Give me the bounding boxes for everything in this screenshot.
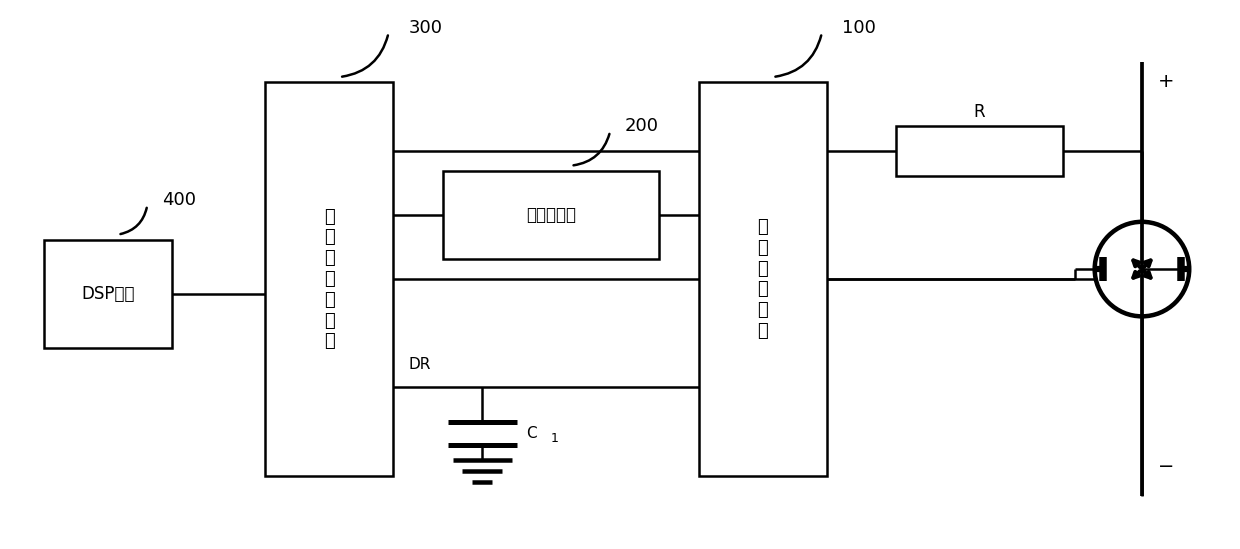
Text: C: C bbox=[527, 426, 537, 441]
Text: 压
差
检
测
单
元: 压 差 检 测 单 元 bbox=[758, 218, 768, 340]
Text: +: + bbox=[1158, 72, 1174, 92]
Text: −: − bbox=[1158, 457, 1174, 475]
Text: 400: 400 bbox=[162, 191, 196, 209]
Text: 300: 300 bbox=[408, 19, 443, 37]
Text: 驱
动
及
检
测
芯
片: 驱 动 及 检 测 芯 片 bbox=[324, 208, 335, 350]
Bar bbox=[699, 82, 827, 476]
Text: 100: 100 bbox=[842, 19, 875, 37]
Bar bbox=[443, 171, 660, 259]
Bar bbox=[265, 82, 393, 476]
Text: 200: 200 bbox=[625, 117, 658, 135]
Bar bbox=[895, 126, 1063, 176]
Text: R: R bbox=[973, 103, 986, 121]
Text: DSP芯片: DSP芯片 bbox=[81, 285, 135, 302]
Bar bbox=[43, 239, 172, 348]
Text: DR: DR bbox=[408, 357, 430, 372]
Text: 1: 1 bbox=[551, 432, 559, 445]
Text: 比较器电路: 比较器电路 bbox=[526, 206, 577, 224]
